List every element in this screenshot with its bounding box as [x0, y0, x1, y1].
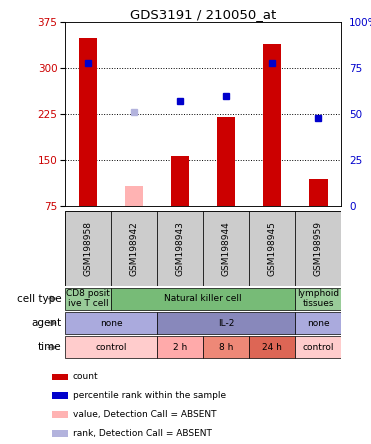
Text: none: none [100, 318, 122, 328]
Text: 2 h: 2 h [173, 343, 187, 352]
Text: GSM198943: GSM198943 [175, 221, 185, 276]
Bar [217, 117, 235, 206]
Text: Natural killer cell: Natural killer cell [164, 294, 242, 303]
Title: GDS3191 / 210050_at: GDS3191 / 210050_at [130, 8, 276, 21]
Text: GSM198942: GSM198942 [129, 221, 138, 276]
Bar [52, 373, 69, 381]
Bar [157, 211, 203, 286]
Bar [309, 179, 328, 206]
Bar [295, 337, 341, 358]
Text: time: time [37, 342, 61, 353]
Bar [157, 312, 295, 334]
Text: 24 h: 24 h [262, 343, 282, 352]
Bar [295, 288, 341, 309]
Text: 8 h: 8 h [219, 343, 233, 352]
Bar [111, 288, 295, 309]
Text: GSM198945: GSM198945 [268, 221, 277, 276]
Text: value, Detection Call = ABSENT: value, Detection Call = ABSENT [73, 410, 216, 419]
Text: GSM198958: GSM198958 [83, 221, 92, 276]
Bar [203, 211, 249, 286]
Bar [65, 312, 157, 334]
Text: rank, Detection Call = ABSENT: rank, Detection Call = ABSENT [73, 428, 212, 438]
Text: percentile rank within the sample: percentile rank within the sample [73, 391, 226, 400]
Text: cell type: cell type [17, 293, 61, 304]
Bar [65, 288, 111, 309]
Bar [125, 186, 143, 206]
Text: CD8 posit
ive T cell: CD8 posit ive T cell [66, 289, 110, 308]
Bar [203, 337, 249, 358]
Bar [249, 211, 295, 286]
Text: none: none [307, 318, 329, 328]
Text: GSM198959: GSM198959 [314, 221, 323, 276]
Bar [65, 211, 111, 286]
Bar [65, 337, 157, 358]
Text: count: count [73, 372, 99, 381]
Bar [52, 392, 69, 399]
Bar [263, 44, 282, 206]
Text: control: control [302, 343, 334, 352]
Bar [171, 156, 189, 206]
Text: control: control [95, 343, 127, 352]
Bar [249, 337, 295, 358]
Text: GSM198944: GSM198944 [221, 221, 231, 276]
Bar [79, 38, 97, 206]
Bar [295, 312, 341, 334]
Bar [295, 211, 341, 286]
Bar [157, 337, 203, 358]
Text: lymphoid
tissues: lymphoid tissues [297, 289, 339, 308]
Bar [52, 411, 69, 418]
Bar [52, 430, 69, 437]
Text: agent: agent [31, 318, 61, 328]
Bar [111, 211, 157, 286]
Text: IL-2: IL-2 [218, 318, 234, 328]
